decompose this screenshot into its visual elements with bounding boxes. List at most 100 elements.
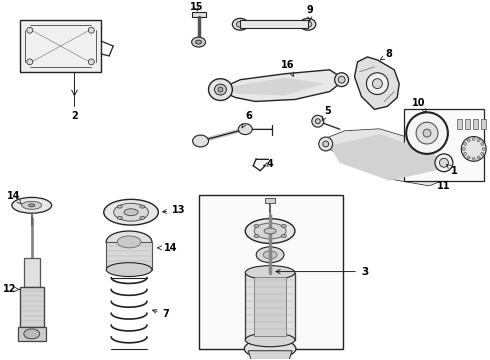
Ellipse shape	[140, 205, 145, 208]
Ellipse shape	[245, 339, 296, 359]
Ellipse shape	[367, 73, 388, 95]
Ellipse shape	[281, 235, 286, 238]
Text: 12: 12	[3, 284, 20, 294]
Bar	[198, 195, 343, 349]
Ellipse shape	[193, 135, 209, 147]
Ellipse shape	[117, 236, 141, 248]
Bar	[192, 13, 205, 17]
Bar	[481, 119, 486, 129]
Ellipse shape	[312, 115, 324, 127]
Ellipse shape	[238, 124, 252, 135]
Ellipse shape	[281, 224, 286, 228]
Bar	[404, 109, 484, 181]
Ellipse shape	[472, 157, 475, 160]
Ellipse shape	[24, 329, 40, 339]
Ellipse shape	[140, 216, 145, 219]
Ellipse shape	[263, 251, 277, 259]
Ellipse shape	[423, 129, 431, 137]
Bar	[18, 327, 46, 341]
Ellipse shape	[481, 152, 484, 156]
Ellipse shape	[467, 156, 470, 159]
Text: 8: 8	[380, 49, 392, 60]
Ellipse shape	[254, 235, 259, 238]
Text: 11: 11	[437, 180, 451, 190]
Ellipse shape	[477, 156, 480, 159]
Bar	[473, 119, 478, 129]
Ellipse shape	[319, 137, 333, 151]
Ellipse shape	[416, 122, 438, 144]
Polygon shape	[325, 129, 449, 185]
Ellipse shape	[245, 266, 295, 279]
Ellipse shape	[482, 148, 485, 150]
Bar	[254, 276, 286, 336]
Bar	[20, 21, 101, 72]
Ellipse shape	[88, 27, 94, 33]
Ellipse shape	[12, 197, 51, 213]
Text: 7: 7	[152, 309, 169, 319]
Ellipse shape	[477, 139, 480, 142]
Ellipse shape	[117, 216, 122, 219]
Ellipse shape	[196, 40, 201, 44]
Bar	[457, 119, 462, 129]
Ellipse shape	[245, 333, 295, 347]
Text: 5: 5	[322, 106, 331, 121]
Text: 13: 13	[163, 205, 186, 215]
Bar	[245, 273, 295, 340]
Ellipse shape	[264, 228, 276, 234]
Ellipse shape	[218, 87, 223, 92]
Bar	[265, 198, 275, 203]
Text: 14: 14	[158, 243, 177, 253]
Ellipse shape	[464, 143, 466, 145]
Ellipse shape	[29, 204, 35, 207]
Ellipse shape	[254, 224, 259, 228]
Text: 4: 4	[264, 159, 273, 169]
Text: 14: 14	[7, 192, 22, 204]
Bar	[106, 242, 152, 270]
Polygon shape	[219, 70, 344, 102]
Ellipse shape	[22, 201, 42, 209]
Text: 2: 2	[71, 111, 78, 121]
Text: 9: 9	[306, 5, 313, 21]
Ellipse shape	[117, 205, 122, 208]
Ellipse shape	[467, 139, 470, 142]
Polygon shape	[355, 57, 399, 109]
Ellipse shape	[114, 203, 148, 221]
Ellipse shape	[464, 152, 466, 156]
Ellipse shape	[300, 18, 316, 30]
Ellipse shape	[256, 247, 284, 263]
Ellipse shape	[338, 76, 345, 83]
Bar	[240, 21, 308, 28]
Ellipse shape	[304, 21, 312, 27]
Ellipse shape	[461, 136, 486, 161]
Ellipse shape	[27, 59, 33, 65]
Text: 10: 10	[413, 98, 426, 113]
Ellipse shape	[192, 37, 205, 47]
Bar	[20, 287, 44, 327]
Ellipse shape	[315, 119, 320, 124]
Ellipse shape	[481, 143, 484, 145]
Ellipse shape	[440, 158, 448, 167]
Ellipse shape	[209, 79, 232, 100]
Ellipse shape	[462, 148, 466, 150]
Ellipse shape	[406, 112, 448, 154]
Text: 16: 16	[281, 60, 294, 76]
Polygon shape	[330, 134, 444, 181]
Ellipse shape	[254, 223, 286, 239]
Ellipse shape	[104, 199, 158, 225]
Ellipse shape	[215, 84, 226, 95]
Text: 1: 1	[446, 165, 457, 176]
Ellipse shape	[372, 79, 382, 89]
Polygon shape	[248, 351, 292, 360]
Text: 3: 3	[276, 266, 368, 276]
Ellipse shape	[27, 27, 33, 33]
Polygon shape	[230, 78, 325, 95]
Ellipse shape	[245, 219, 295, 243]
Bar	[465, 119, 470, 129]
Ellipse shape	[106, 263, 152, 276]
Ellipse shape	[335, 73, 348, 87]
Text: 6: 6	[242, 111, 252, 128]
Ellipse shape	[236, 21, 245, 27]
Ellipse shape	[106, 231, 152, 253]
Bar	[24, 258, 40, 287]
Ellipse shape	[88, 59, 94, 65]
